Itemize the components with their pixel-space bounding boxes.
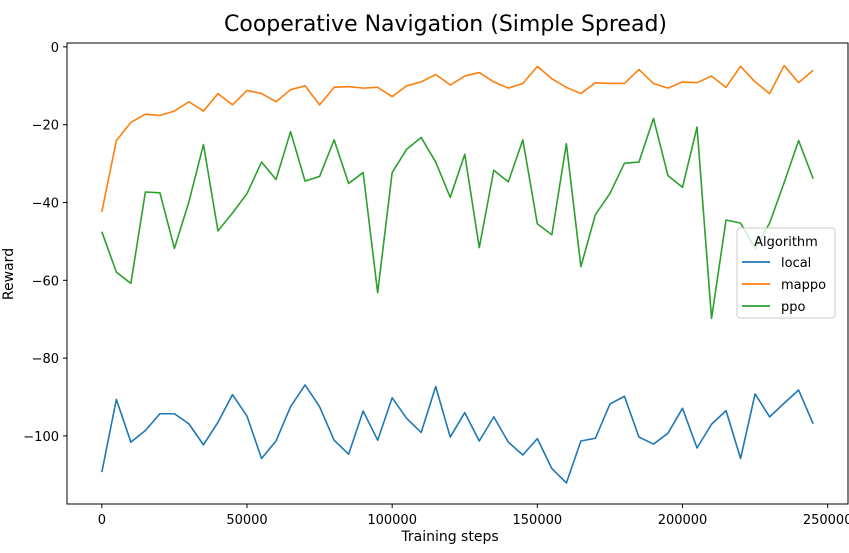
- legend-label-local: local: [781, 256, 811, 271]
- legend-box: [736, 227, 836, 319]
- x-axis: 0 50000 100000 150000 200000 250000: [98, 504, 849, 528]
- y-tick-label: −40: [32, 197, 59, 212]
- series-line-mappo: [101, 64, 814, 212]
- legend-entries: local mappo ppo: [742, 256, 826, 315]
- x-tick-label: 0: [98, 513, 106, 528]
- chart-title: Cooperative Navigation (Simple Spread): [224, 12, 667, 37]
- y-tick-label: −60: [32, 274, 59, 289]
- plot-area: [101, 64, 814, 484]
- plot-frame: [66, 42, 849, 505]
- x-tick-label: 100000: [367, 513, 417, 528]
- x-axis-label: Training steps: [400, 529, 498, 545]
- y-axis: 0 −20 −40 −60 −80 −100: [23, 41, 67, 445]
- series-line-local: [101, 384, 814, 484]
- legend-title: Algorithm: [754, 235, 818, 250]
- x-tick-label: 200000: [658, 513, 708, 528]
- legend-label-mappo: mappo: [781, 278, 826, 293]
- y-axis-label: Reward: [1, 248, 17, 300]
- legend-label-ppo: ppo: [781, 300, 806, 315]
- y-tick-label: −100: [23, 430, 59, 445]
- legend: Algorithm local mappo ppo: [736, 227, 836, 319]
- y-tick-label: −20: [32, 119, 59, 134]
- y-tick-label: −80: [32, 352, 59, 367]
- x-tick-label: 150000: [513, 513, 563, 528]
- series-line-ppo: [101, 117, 814, 320]
- y-tick-label: 0: [51, 41, 59, 56]
- x-tick-label: 50000: [226, 513, 267, 528]
- x-tick-label: 250000: [803, 513, 849, 528]
